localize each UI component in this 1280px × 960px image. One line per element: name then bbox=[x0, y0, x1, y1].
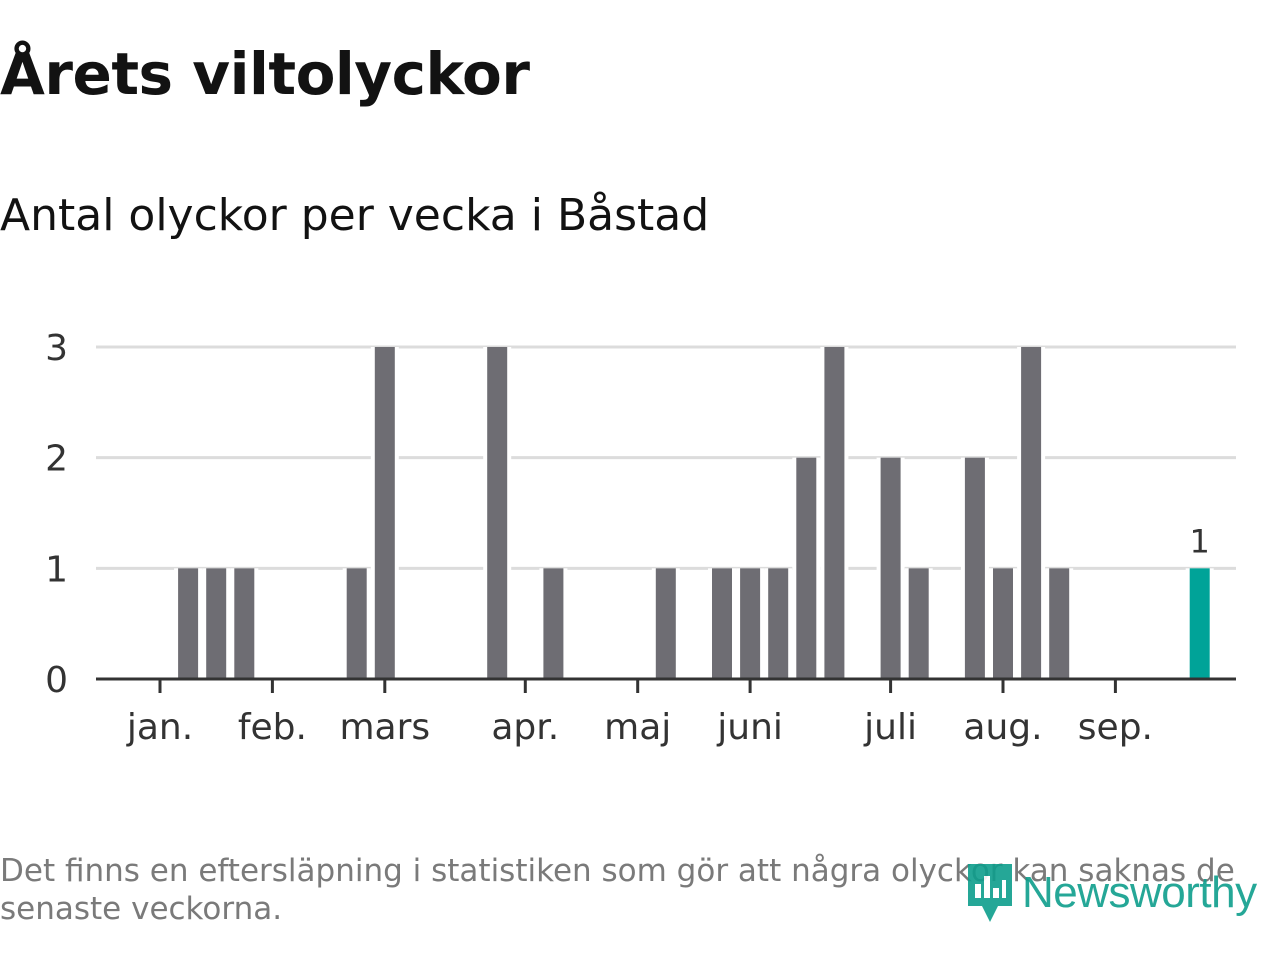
bar bbox=[880, 457, 901, 679]
bar bbox=[740, 568, 761, 679]
y-tick-label: 2 bbox=[45, 439, 68, 480]
bar bbox=[487, 347, 508, 679]
bar bbox=[796, 457, 817, 679]
bar bbox=[768, 568, 789, 679]
data-label: 1 bbox=[1190, 522, 1210, 560]
footnote: Det finns en eftersläpning i statistiken… bbox=[0, 853, 1235, 927]
bar bbox=[206, 568, 227, 679]
newsworthy-bar-chart-icon bbox=[968, 864, 1012, 922]
bar bbox=[1049, 568, 1070, 679]
bar bbox=[712, 568, 732, 679]
bar bbox=[346, 568, 367, 679]
logo-text: Newsworthy bbox=[1022, 868, 1257, 917]
bar-highlight bbox=[1189, 568, 1210, 679]
x-tick-label: juni bbox=[716, 707, 783, 748]
x-tick-label: sep. bbox=[1078, 707, 1153, 748]
y-tick-label: 1 bbox=[45, 549, 68, 590]
bar bbox=[1021, 347, 1042, 679]
newsworthy-logo[interactable]: Newsworthy bbox=[964, 858, 1257, 928]
x-tick-label: jan. bbox=[126, 707, 193, 748]
bar bbox=[178, 568, 199, 679]
x-tick-label: mars bbox=[339, 707, 430, 748]
bar bbox=[908, 568, 929, 679]
bar bbox=[993, 568, 1013, 679]
bar bbox=[964, 457, 985, 679]
bar-chart: 0 1 2 3 jan. feb. mars apr. maj juni juli aug. sep.… bbox=[45, 328, 1236, 748]
x-tick-label: maj bbox=[604, 707, 671, 748]
x-tick-label: feb. bbox=[238, 707, 307, 748]
x-tick-label: apr. bbox=[491, 707, 559, 748]
x-tick-label: aug. bbox=[963, 707, 1042, 748]
chart-title: Årets viltolyckor bbox=[0, 40, 530, 108]
x-tick-label: juli bbox=[863, 707, 917, 748]
bar bbox=[824, 347, 845, 679]
y-tick-label: 3 bbox=[45, 328, 68, 369]
bar bbox=[655, 568, 676, 679]
bar bbox=[374, 347, 395, 679]
chart-subtitle: Antal olyckor per vecka i Båstad bbox=[0, 190, 710, 241]
bar bbox=[543, 568, 564, 679]
bar bbox=[234, 568, 255, 679]
y-tick-label: 0 bbox=[45, 660, 68, 701]
